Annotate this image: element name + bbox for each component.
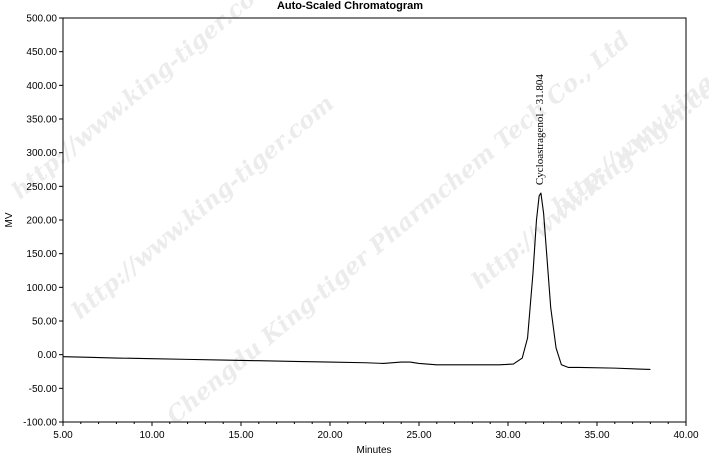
y-tick-label: -50.00 — [29, 384, 58, 395]
annotation-layer: Cycloastragenol - 31.804 — [534, 74, 546, 185]
x-tick-label: 20.00 — [317, 430, 342, 441]
y-tick-label: -100.00 — [23, 418, 57, 429]
x-tick-label: 15.00 — [228, 430, 253, 441]
y-tick-label: 50.00 — [32, 317, 57, 328]
y-axis-label: MV — [4, 212, 15, 227]
watermark-text: http://www.king-tiger.com — [547, 0, 709, 220]
x-tick-label: 40.00 — [673, 430, 698, 441]
x-tick-label: 25.00 — [406, 430, 431, 441]
x-tick-label: 10.00 — [139, 430, 164, 441]
x-tick-label: 35.00 — [584, 430, 609, 441]
x-axis-ticks: 5.00 10.00 15.00 20.00 25.00 30.00 35.00 40.00 — [53, 422, 699, 441]
x-axis-label: Minutes — [356, 445, 391, 456]
x-tick-label: 30.00 — [495, 430, 520, 441]
peak-label: Cycloastragenol - 31.804 — [534, 74, 546, 185]
y-tick-label: 300.00 — [26, 148, 57, 159]
watermark-text: Chengdu King-tiger Pharmchem Tech Co., L… — [162, 26, 636, 430]
y-tick-label: 250.00 — [26, 182, 57, 193]
y-tick-label: 400.00 — [26, 81, 57, 92]
y-tick-label: 200.00 — [26, 216, 57, 227]
chromatogram-trace — [62, 192, 651, 371]
y-tick-label: 450.00 — [26, 47, 57, 58]
y-tick-label: 350.00 — [26, 115, 57, 126]
series-layer — [62, 192, 651, 371]
chart-title: Auto-Scaled Chromatogram — [277, 0, 423, 12]
y-tick-label: 150.00 — [26, 249, 57, 260]
watermark-layer: http://www.king-tiger.comhttp://www.king… — [7, 0, 709, 430]
x-tick-label: 5.00 — [53, 430, 73, 441]
y-tick-label: 100.00 — [26, 283, 57, 294]
y-tick-label: 500.00 — [26, 14, 57, 25]
y-axis-ticks: 500.00 450.00 400.00 350.00 300.00 250.00 200.… — [23, 14, 63, 429]
y-tick-label: 0.00 — [38, 350, 58, 361]
